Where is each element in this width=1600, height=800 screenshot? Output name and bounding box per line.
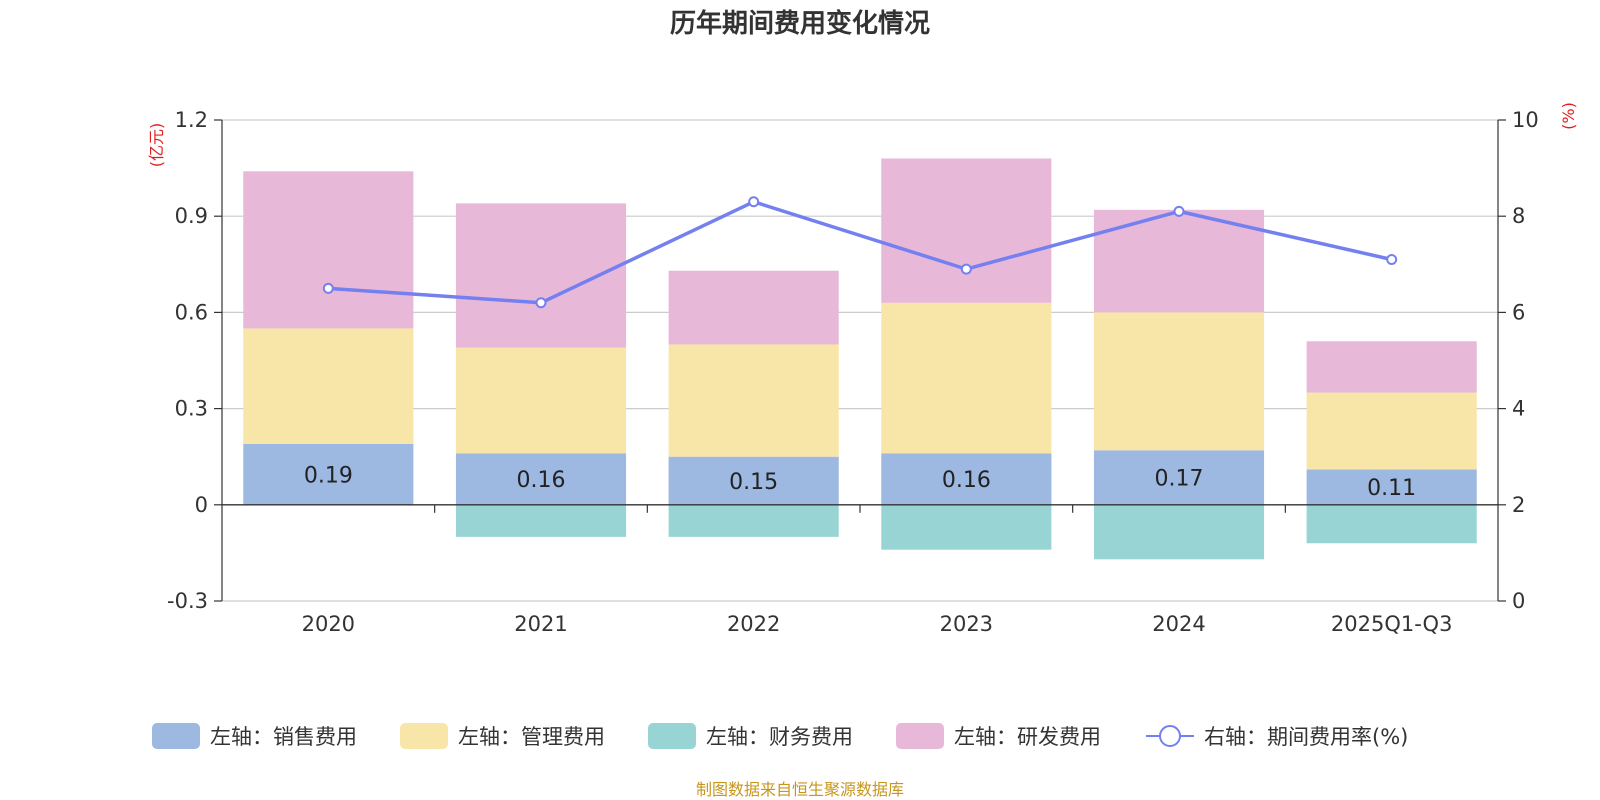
bar-segment — [1306, 504, 1477, 544]
right-tick-label: 6 — [1512, 300, 1525, 324]
bar-segment — [1306, 392, 1477, 470]
right-tick-label: 2 — [1512, 493, 1525, 517]
bar-segment — [881, 302, 1052, 454]
right-tick-label: 4 — [1512, 397, 1525, 421]
data-labels: 0.19 0.16 0.15 0.16 0.17 0.11 — [304, 463, 1416, 501]
legend-swatch — [400, 723, 448, 749]
bar-segment — [1093, 450, 1265, 505]
rate-point — [1173, 205, 1185, 217]
axes: -0.3 0 0.3 0.6 0.9 1.2 0 2 4 6 8 10 2020 2021 2022 2023… — [167, 108, 1539, 636]
left-tick-label: 0 — [195, 493, 208, 517]
bar-data-label: 0.19 — [304, 463, 353, 488]
bar-segment — [881, 504, 1052, 550]
bar-series — [243, 158, 1477, 560]
right-tick-label: 0 — [1512, 589, 1525, 613]
chart-title: 历年期间费用变化情况 — [670, 8, 930, 39]
rate-point — [748, 196, 760, 208]
bar-segment — [668, 456, 839, 505]
rate-line-series — [322, 196, 1398, 309]
category-label: 2024 — [1152, 612, 1205, 636]
bar-data-label: 0.11 — [1367, 476, 1416, 501]
bar-segment — [243, 443, 414, 505]
bar-segment — [455, 347, 627, 454]
rate-line — [328, 200, 1393, 305]
category-label: 2020 — [302, 612, 355, 636]
bar-segment — [881, 158, 1052, 303]
bar-data-label: 0.16 — [517, 468, 566, 493]
bar-segment — [243, 171, 414, 329]
left-tick-label: 0.9 — [175, 204, 208, 228]
bar-segment — [668, 270, 839, 345]
category-label: 2021 — [514, 612, 567, 636]
legend-marker-swatch — [1159, 725, 1181, 747]
bar-data-label: 0.15 — [729, 470, 778, 495]
rate-point — [1386, 253, 1398, 265]
left-tick-label: 0.3 — [175, 397, 208, 421]
rate-point — [535, 297, 547, 309]
right-tick-label: 10 — [1512, 108, 1539, 132]
right-tick-label: 8 — [1512, 204, 1525, 228]
legend: 左轴：销售费用 左轴：管理费用 左轴：财务费用 左轴：研发费用 右轴：期间费用率(%) — [152, 723, 1408, 749]
bar-segment — [1306, 469, 1477, 505]
gridlines — [222, 119, 1498, 602]
rate-point — [322, 282, 334, 294]
left-axis-unit: (亿元) — [147, 123, 166, 168]
legend-swatch — [896, 723, 944, 749]
bar-segment — [455, 504, 627, 537]
bar-segment — [455, 453, 627, 505]
right-axis-unit: (%) — [1559, 102, 1578, 130]
category-label: 2022 — [727, 612, 780, 636]
rate-point — [960, 263, 972, 275]
legend-label: 左轴：财务费用 — [706, 725, 853, 749]
bar-segment — [668, 504, 839, 537]
legend-label: 左轴：管理费用 — [458, 725, 605, 749]
legend-swatch — [648, 723, 696, 749]
source-note: 制图数据来自恒生聚源数据库 — [696, 780, 904, 799]
bar-data-label: 0.16 — [942, 468, 991, 493]
bar-segment — [1093, 504, 1265, 560]
left-tick-label: 1.2 — [175, 108, 208, 132]
legend-label: 左轴：研发费用 — [954, 725, 1101, 749]
left-tick-label: -0.3 — [167, 589, 208, 613]
legend-label: 右轴：期间费用率(%) — [1204, 725, 1408, 749]
bar-segment — [1306, 341, 1477, 393]
bar-segment — [668, 344, 839, 457]
category-label: 2025Q1-Q3 — [1331, 612, 1453, 636]
bar-segment — [881, 453, 1052, 505]
category-label: 2023 — [940, 612, 993, 636]
left-tick-label: 0.6 — [175, 300, 208, 324]
legend-label: 左轴：销售费用 — [210, 725, 357, 749]
bar-segment — [1093, 312, 1265, 451]
legend-swatch — [152, 723, 200, 749]
bar-segment — [243, 328, 414, 444]
bar-data-label: 0.17 — [1155, 467, 1204, 492]
